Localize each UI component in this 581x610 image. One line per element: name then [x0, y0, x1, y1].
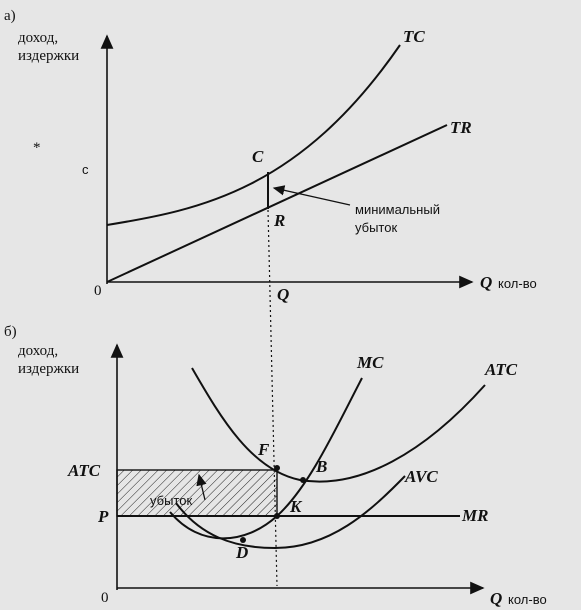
origin: 0 [101, 590, 109, 606]
curve-label: TC [403, 27, 425, 46]
point-label: B [315, 457, 327, 476]
x-axis-unit: кол-во [508, 592, 547, 607]
avc-curve [175, 475, 406, 550]
point-label: R [273, 211, 285, 230]
curve-label: TR [450, 118, 472, 137]
panel-b: б) доход, издержки MC ATC AVC MR F B K D… [4, 324, 547, 608]
loss-label: убыток [150, 493, 192, 508]
stray-mark: с [82, 162, 89, 177]
point-label: D [235, 543, 248, 562]
curve-label: MC [356, 353, 384, 372]
stray-mark: * [33, 140, 41, 156]
panel-label: б) [4, 324, 17, 340]
x-axis-unit: кол-во [498, 276, 537, 291]
panel-a: а) доход, издержки * с TC TR C R Q миним… [4, 8, 537, 304]
level-label: P [97, 507, 109, 526]
point-label: C [252, 147, 264, 166]
level-label: ATC [67, 461, 101, 480]
y-axis-label: доход, [18, 343, 58, 359]
point-label: F [257, 440, 270, 459]
point [300, 477, 306, 483]
origin: 0 [94, 283, 102, 299]
point-label: K [289, 497, 303, 516]
annotation: убыток [355, 220, 397, 235]
curve-label: MR [461, 506, 488, 525]
loss-area [116, 469, 278, 517]
curve-label: AVC [404, 467, 438, 486]
x-axis-label: Q [480, 273, 492, 292]
panel-label: а) [4, 8, 16, 24]
point [274, 465, 280, 471]
point [240, 537, 246, 543]
point [274, 513, 280, 519]
tc-curve [106, 44, 401, 226]
y-axis-label: издержки [18, 48, 79, 64]
tr-line [106, 124, 448, 283]
annotation-arrow [272, 185, 351, 206]
x-axis-label: Q [490, 589, 502, 608]
point-label: Q [277, 285, 289, 304]
loss-arrow [196, 473, 207, 501]
guide-line [267, 209, 278, 587]
curve-label: ATC [484, 360, 518, 379]
y-axis-label: издержки [18, 361, 79, 377]
annotation: минимальный [355, 202, 440, 217]
y-axis-label: доход, [18, 30, 58, 46]
